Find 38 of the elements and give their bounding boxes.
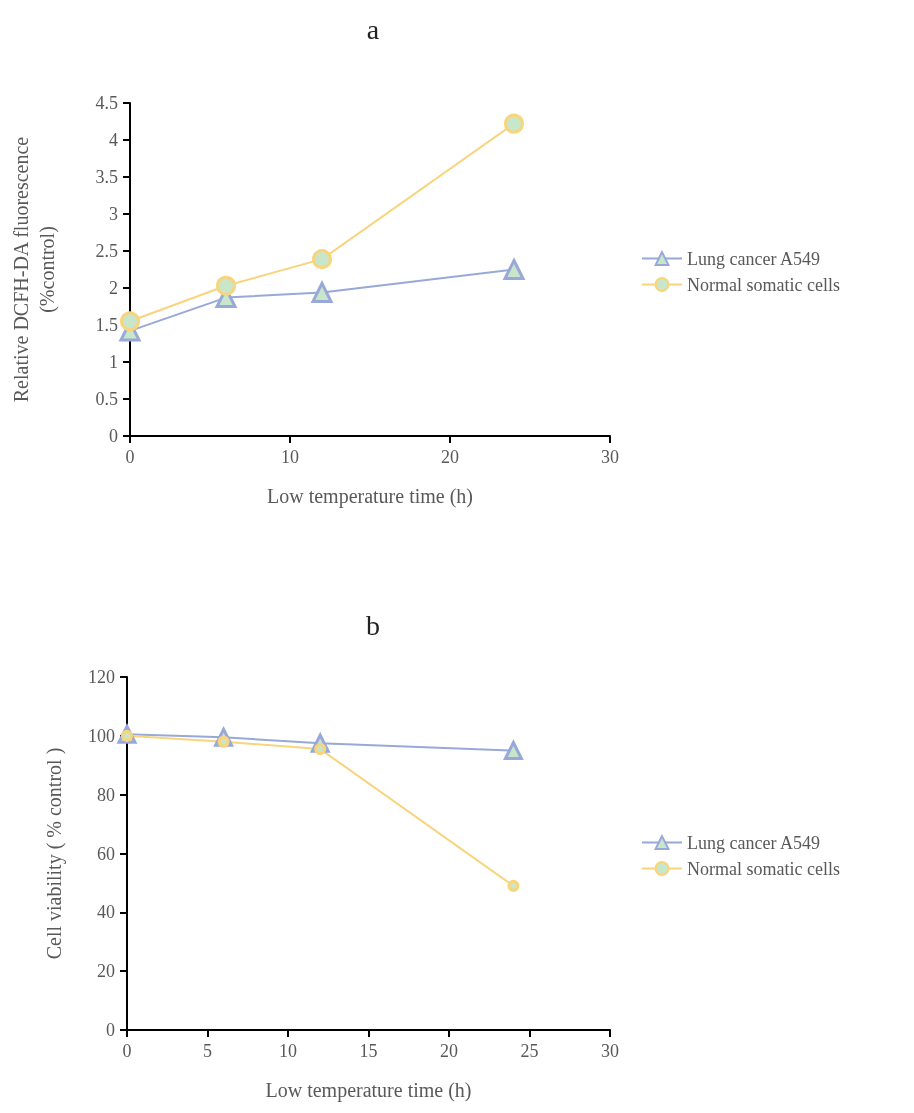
x-tick-label: 20 [441, 447, 459, 467]
x-tick-label: 10 [279, 1041, 297, 1061]
x-tick-label: 5 [203, 1041, 212, 1061]
y-tick-label: 0 [106, 1020, 115, 1040]
y-axis-title: Relative DCFH-DA fluorescence (%control) [10, 136, 59, 403]
y-tick-label: 40 [97, 902, 115, 923]
x-tick-label: 0 [122, 1041, 132, 1061]
y-axis-title: Cell viability ( % control ) [43, 747, 66, 960]
y-tick-label: 3.5 [95, 167, 118, 187]
x-tick-label: 25 [520, 1041, 539, 1061]
y-tick-label: 2.5 [95, 241, 118, 261]
legend-label: Normal somatic cells [687, 274, 840, 295]
x-tick-label: 15 [359, 1041, 378, 1061]
legend-label: Lung cancer A549 [687, 832, 820, 853]
x-tick-label: 10 [281, 447, 299, 467]
y-tick-label: 1.5 [95, 315, 118, 335]
y-tick-label: 4.5 [95, 93, 118, 113]
y-tick-label: 20 [97, 961, 115, 982]
y-tick-label: 60 [97, 843, 115, 864]
y-tick-label: 2 [109, 278, 118, 298]
y-tick-label: 3 [109, 204, 118, 224]
legend-label: Normal somatic cells [687, 858, 840, 879]
x-tick-label: 20 [440, 1041, 458, 1061]
y-tick-label: 120 [88, 667, 115, 687]
chart-title: a [366, 13, 380, 45]
x-tick-label: 30 [601, 447, 619, 467]
y-tick-label: 1 [109, 352, 118, 372]
chart-title: b [366, 609, 380, 641]
x-axis-title: Low temperature time (h) [266, 485, 474, 508]
x-axis-title: Low temperature time (h) [265, 1079, 472, 1102]
y-tick-label: 100 [88, 725, 115, 746]
x-tick-label: 0 [125, 447, 135, 467]
y-tick-label: 4 [109, 130, 118, 150]
legend-label: Lung cancer A549 [687, 248, 820, 269]
y-tick-label: 0 [109, 426, 118, 446]
y-tick-label: 80 [97, 784, 115, 805]
y-tick-label: 0.5 [95, 389, 118, 409]
x-tick-label: 30 [601, 1041, 619, 1061]
